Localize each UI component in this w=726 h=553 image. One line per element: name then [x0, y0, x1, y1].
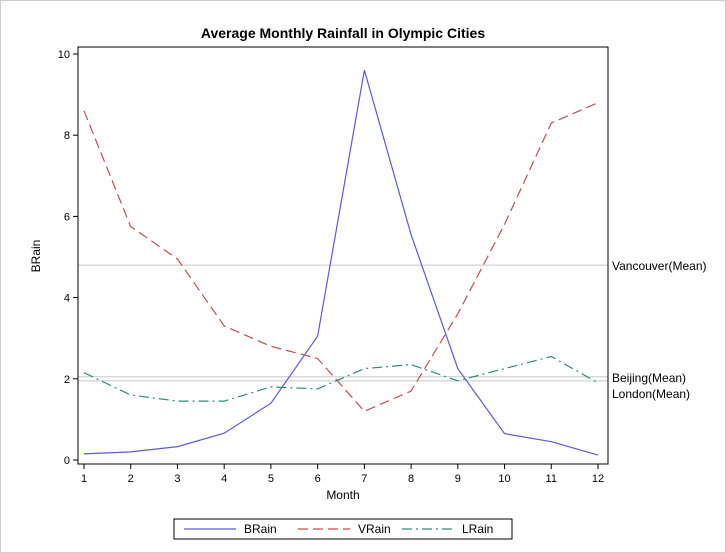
y-tick-label: 2	[64, 374, 70, 386]
y-axis-label: BRain	[29, 240, 43, 273]
legend-label-lrain: LRain	[462, 522, 493, 536]
reference-label-2: London(Mean)	[612, 387, 690, 401]
x-tick-label: 7	[361, 473, 367, 485]
series-line-lrain	[83, 355, 599, 402]
x-axis-label: Month	[326, 488, 359, 502]
x-tick-label: 12	[592, 473, 604, 485]
plot-border	[77, 46, 609, 465]
y-tick-label: 10	[58, 49, 70, 61]
x-tick-label: 5	[268, 473, 274, 485]
y-tick-label: 0	[64, 455, 70, 467]
x-tick-label: 1	[81, 473, 87, 485]
legend: BRain VRain LRain	[173, 518, 513, 540]
x-tick-label: 6	[315, 473, 321, 485]
x-tick-label: 9	[455, 473, 461, 485]
reference-label-1: Beijing(Mean)	[612, 371, 686, 385]
legend-label-brain: BRain	[244, 522, 277, 536]
series-line-brain	[83, 70, 599, 456]
y-tick-label: 6	[64, 211, 70, 223]
x-tick-label: 11	[546, 473, 557, 485]
y-tick-label: 8	[64, 130, 70, 142]
y-tick-label: 4	[64, 293, 70, 305]
chart-title: Average Monthly Rainfall in Olympic Citi…	[201, 25, 485, 41]
x-tick-label: 10	[498, 473, 510, 485]
reference-label-0: Vancouver(Mean)	[612, 259, 707, 273]
legend-label-vrain: VRain	[358, 522, 391, 536]
x-tick-label: 3	[174, 473, 180, 485]
x-tick-label: 8	[408, 473, 414, 485]
x-tick-label: 2	[128, 473, 134, 485]
series-line-vrain	[83, 102, 599, 413]
x-tick-label: 4	[221, 473, 227, 485]
